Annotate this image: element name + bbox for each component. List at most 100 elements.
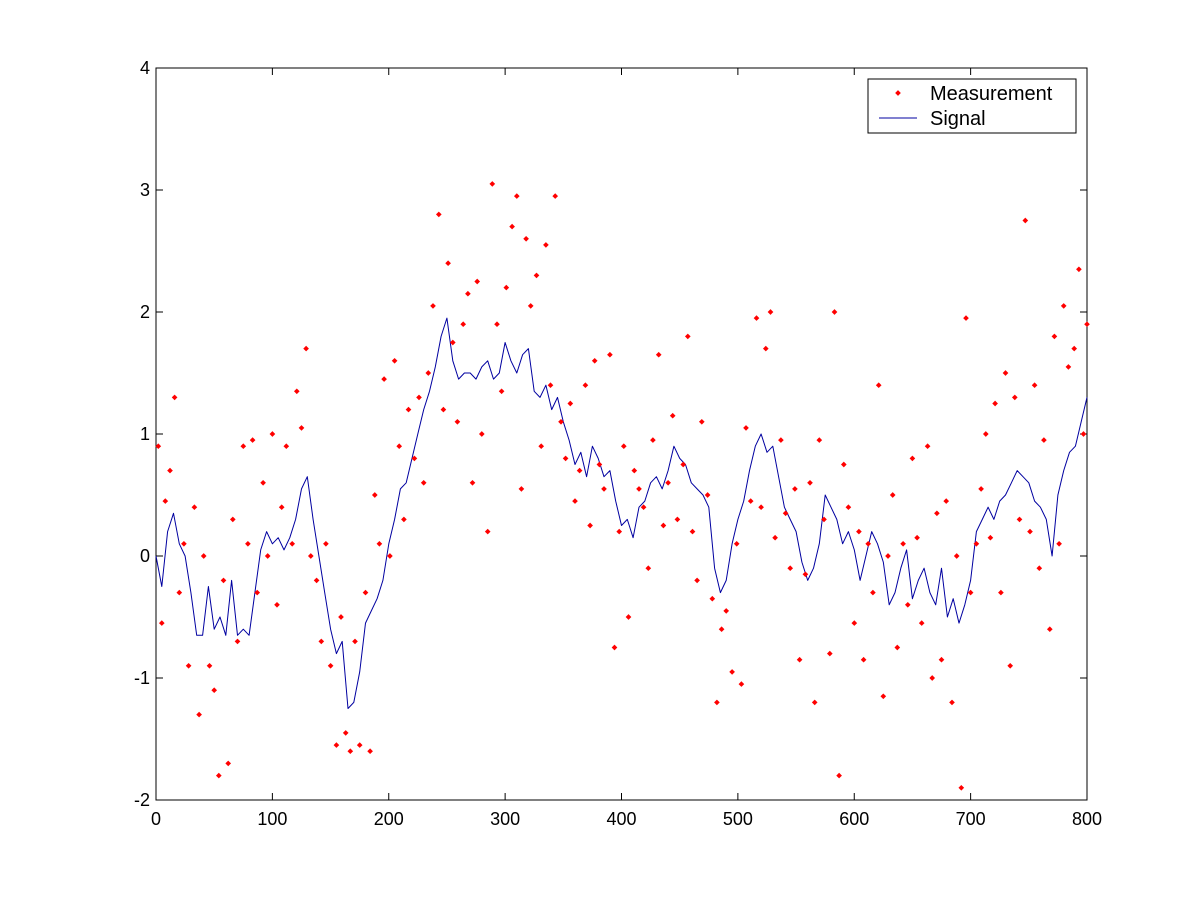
measurement-point	[660, 522, 667, 529]
measurement-point	[425, 370, 432, 376]
measurement-point	[987, 534, 994, 541]
measurement-point	[1002, 370, 1009, 376]
measurement-point	[381, 376, 387, 382]
measurement-point	[185, 662, 192, 669]
measurement-point	[680, 461, 687, 468]
measurement-point	[558, 418, 564, 425]
measurement-point	[249, 437, 256, 443]
measurement-point	[582, 382, 589, 389]
measurement-point	[260, 479, 266, 486]
measurement-point	[865, 540, 872, 547]
measurement-point	[894, 644, 901, 651]
measurement-point	[640, 504, 647, 511]
measurement-point	[181, 540, 187, 547]
measurement-point	[1060, 303, 1067, 309]
legend: Measurement Signal	[867, 78, 1077, 134]
x-tick-label: 800	[1072, 809, 1102, 829]
measurement-point	[333, 742, 340, 748]
measurement-point	[484, 528, 491, 535]
measurement-point	[607, 351, 613, 358]
measurement-point	[225, 760, 232, 767]
measurement-point	[851, 620, 858, 626]
measurement-point	[620, 443, 627, 450]
measurement-point	[929, 675, 936, 681]
x-tick-label: 200	[374, 809, 404, 829]
measurement-point	[405, 406, 412, 413]
measurement-point	[371, 492, 378, 498]
measurement-point	[527, 303, 534, 309]
measurement-point	[778, 437, 784, 443]
measurement-point	[904, 601, 911, 608]
measurement-point	[191, 504, 198, 511]
measurement-point	[460, 321, 467, 328]
measurement-point	[914, 534, 920, 541]
measurement-point	[489, 181, 496, 187]
measurement-point	[949, 699, 955, 706]
measurement-point	[738, 681, 745, 687]
measurement-point	[401, 516, 407, 523]
measurement-point	[396, 443, 403, 450]
legend-measurement-marker	[895, 90, 901, 96]
measurement-point	[870, 589, 876, 596]
measurement-point	[552, 193, 559, 199]
measurement-point	[1036, 565, 1043, 572]
measurement-point	[845, 504, 852, 511]
measurement-point	[1016, 516, 1023, 523]
measurement-point	[167, 467, 173, 474]
measurement-point	[220, 577, 227, 584]
measurement-point	[469, 479, 476, 486]
measurement-point	[200, 553, 207, 559]
measurement-point	[747, 498, 754, 504]
measurement-point	[1056, 540, 1062, 547]
measurement-point	[802, 571, 809, 578]
measurement-point	[494, 321, 500, 328]
measurement-point	[880, 693, 887, 700]
measurement-point	[821, 516, 827, 523]
measurement-point	[513, 193, 520, 199]
measurement-point	[875, 382, 882, 389]
measurement-point	[743, 425, 749, 431]
measurement-point	[196, 711, 202, 718]
measurement-point	[1071, 345, 1078, 352]
measurement-point	[313, 577, 320, 584]
measurement-point	[1031, 382, 1038, 389]
measurement-point	[840, 461, 847, 468]
measurement-point	[307, 553, 314, 559]
measurement-point	[211, 687, 218, 694]
measurement-point	[523, 235, 529, 242]
y-tick-label: -2	[134, 790, 150, 810]
measurement-point	[562, 455, 569, 462]
measurement-point	[171, 394, 178, 401]
measurement-point	[669, 412, 676, 419]
measurement-point	[387, 553, 393, 559]
y-tick-label: 1	[140, 424, 150, 444]
legend-box	[867, 78, 1077, 134]
measurement-point	[782, 510, 789, 517]
legend-signal-label: Signal	[930, 108, 986, 130]
measurement-point	[645, 565, 652, 572]
measurement-point	[229, 516, 236, 523]
measurement-point	[982, 431, 989, 437]
measurement-point	[430, 303, 436, 309]
measurement-point	[816, 437, 823, 443]
y-tick-label: 3	[140, 180, 150, 200]
measurement-point	[342, 730, 349, 736]
measurement-point	[411, 455, 418, 462]
measurement-point	[973, 540, 980, 547]
measurement-point	[215, 772, 222, 779]
measurement-point	[689, 528, 696, 535]
measurement-point	[543, 242, 549, 248]
plot-area: 0 100 200 300 400 500 600 700 800 -2 -1 0 1 2 3 4	[134, 58, 1102, 829]
measurement-point	[709, 595, 716, 602]
measurement-point	[338, 614, 344, 620]
measurement-point	[836, 772, 842, 779]
measurement-point	[283, 443, 290, 450]
measurement-point	[909, 455, 916, 462]
measurement-point	[943, 498, 950, 504]
measurement-point	[826, 650, 833, 657]
measurement-point	[807, 479, 813, 486]
measurement-point	[420, 479, 427, 486]
measurement-point	[567, 400, 574, 407]
measurement-point	[601, 486, 607, 492]
